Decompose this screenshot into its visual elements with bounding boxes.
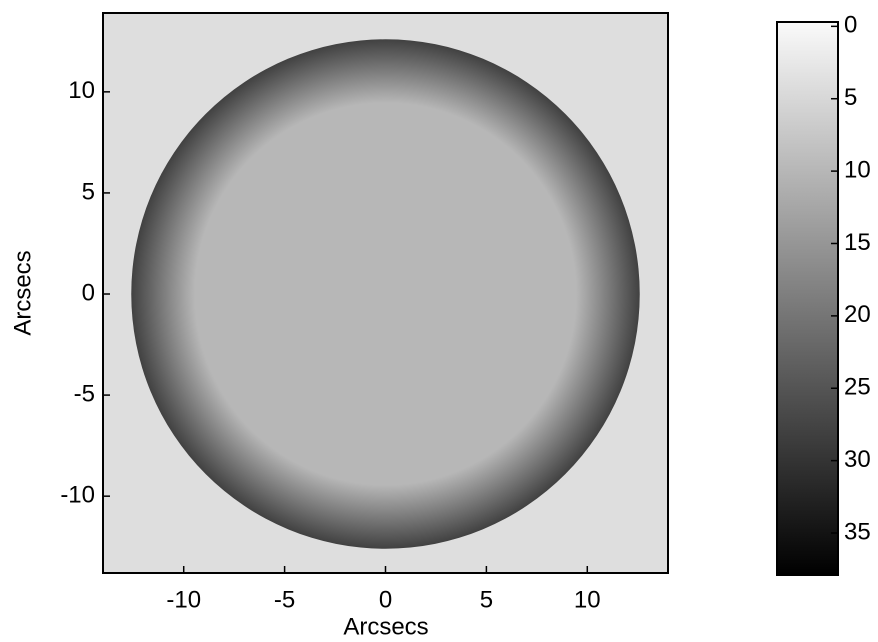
x-tick-label: -5 (274, 586, 295, 613)
x-tick-label: -10 (166, 586, 201, 613)
y-tick-label: 5 (82, 178, 95, 205)
y-tick-label: 10 (68, 77, 95, 104)
colorbar-tick-label: 10 (844, 156, 871, 183)
x-tick-label: 10 (574, 586, 601, 613)
colorbar-tick-label: 5 (844, 84, 857, 111)
x-axis-label: Arcsecs (343, 613, 428, 640)
colorbar (776, 21, 839, 576)
x-tick-label: 0 (379, 586, 392, 613)
colorbar-tick-label: 20 (844, 301, 871, 328)
colorbar-tick-label: 25 (844, 374, 871, 401)
y-tick-label: -5 (74, 380, 95, 407)
disk (131, 39, 640, 549)
y-tick-label: 0 (82, 279, 95, 306)
colorbar-tick-label: 30 (844, 446, 871, 473)
colorbar-tick-label: 0 (844, 12, 857, 39)
y-axis-label: Arcsecs (9, 250, 36, 335)
colorbar-tick-label: 15 (844, 229, 871, 256)
colorbar-tick-label: 35 (844, 518, 871, 545)
y-tick-label: -10 (60, 482, 95, 509)
x-tick-label: 5 (480, 586, 493, 613)
